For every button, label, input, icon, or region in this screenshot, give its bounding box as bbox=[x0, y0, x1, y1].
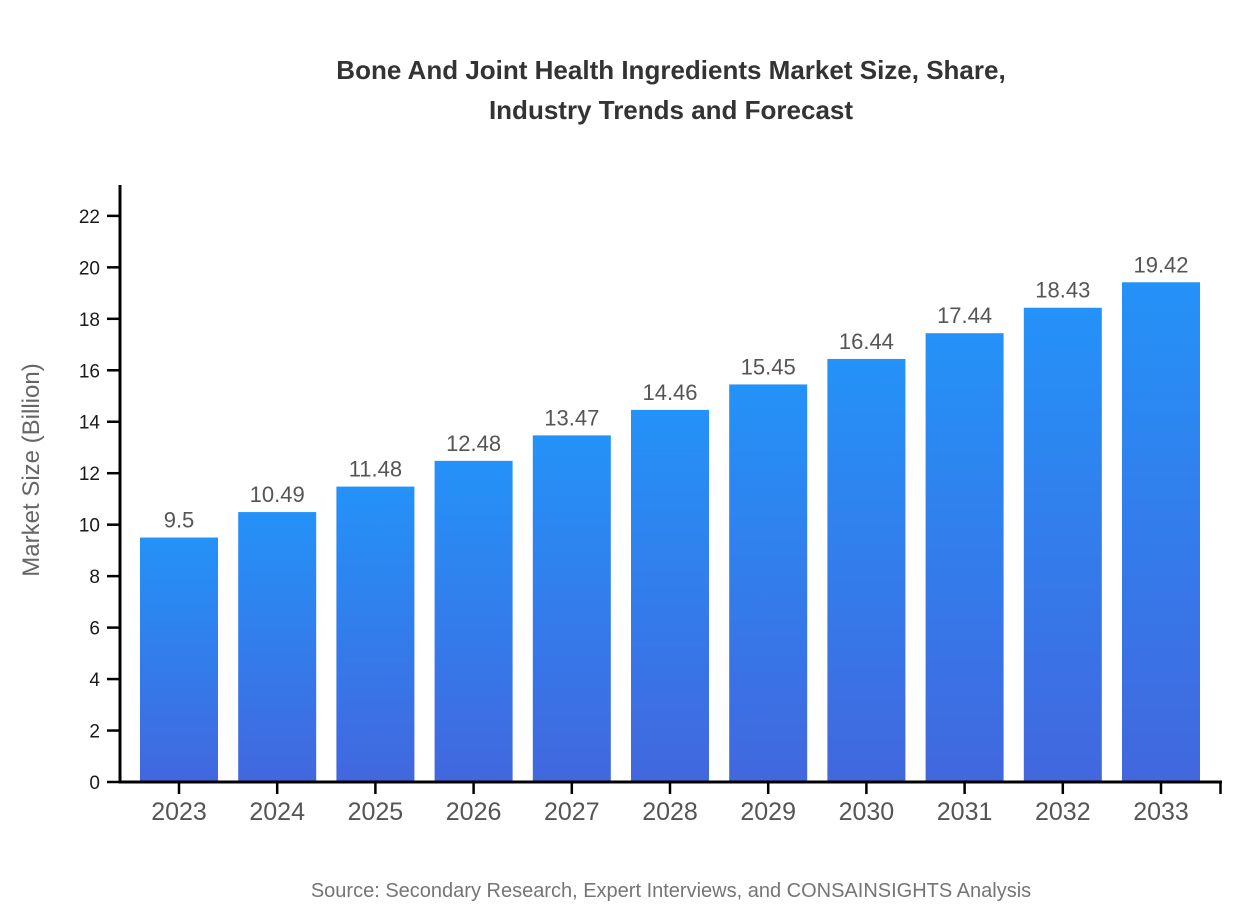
bar-2033 bbox=[1122, 282, 1200, 782]
y-tick-label: 16 bbox=[79, 361, 100, 382]
x-tick-label: 2031 bbox=[937, 798, 993, 826]
y-tick-label: 0 bbox=[89, 773, 100, 794]
bar-2028 bbox=[631, 409, 709, 782]
y-tick-label: 22 bbox=[79, 207, 100, 228]
x-tick-label: 2033 bbox=[1133, 798, 1189, 826]
bar-2027 bbox=[532, 435, 611, 782]
bar-value-label: 19.42 bbox=[1133, 252, 1188, 277]
chart-title-line-1: Bone And Joint Health Ingredients Market… bbox=[336, 55, 1006, 85]
y-tick-label: 4 bbox=[89, 670, 100, 691]
y-tick-label: 2 bbox=[89, 722, 100, 743]
bar-value-label: 16.44 bbox=[839, 329, 894, 354]
bar-value-label: 12.48 bbox=[446, 431, 501, 456]
bar-2024 bbox=[238, 512, 317, 782]
x-tick-label: 2030 bbox=[839, 798, 895, 826]
bar-value-label: 9.5 bbox=[164, 508, 195, 533]
x-tick-label: 2027 bbox=[544, 798, 600, 826]
y-axis-title: Market Size (Billion) bbox=[18, 363, 45, 577]
x-tick-label: 2024 bbox=[249, 798, 305, 826]
x-tick-label: 2025 bbox=[348, 798, 404, 826]
bar-value-label: 10.49 bbox=[250, 482, 305, 507]
bar-value-label: 13.47 bbox=[544, 405, 599, 430]
y-tick-label: 6 bbox=[89, 619, 100, 640]
y-tick-label: 8 bbox=[89, 567, 100, 588]
y-tick-label: 10 bbox=[79, 516, 100, 537]
x-tick-label: 2028 bbox=[642, 798, 698, 826]
bar-2029 bbox=[729, 384, 808, 782]
chart-title-line-2: Industry Trends and Forecast bbox=[488, 95, 854, 125]
x-tick-label: 2029 bbox=[740, 798, 796, 826]
y-tick-label: 14 bbox=[79, 413, 101, 434]
chart-title: Bone And Joint Health Ingredients Market… bbox=[120, 50, 1222, 130]
y-tick-label: 12 bbox=[79, 464, 100, 485]
bar-2026 bbox=[434, 460, 513, 782]
bar-value-label: 17.44 bbox=[937, 303, 992, 328]
bar-2023 bbox=[140, 537, 218, 782]
source-note: Source: Secondary Research, Expert Inter… bbox=[310, 880, 1032, 902]
y-tick-label: 18 bbox=[79, 310, 100, 331]
bar-2030 bbox=[827, 358, 906, 782]
bar-value-label: 18.43 bbox=[1035, 278, 1090, 303]
bar-value-label: 14.46 bbox=[642, 380, 697, 405]
bar-2032 bbox=[1023, 307, 1102, 782]
x-tick-label: 2026 bbox=[446, 798, 502, 826]
bar-value-label: 15.45 bbox=[741, 354, 796, 379]
x-tick-label: 2023 bbox=[151, 798, 207, 826]
bar-value-label: 11.48 bbox=[349, 457, 402, 482]
bar-2031 bbox=[925, 333, 1004, 782]
bar-2025 bbox=[336, 486, 415, 782]
y-tick-label: 20 bbox=[79, 258, 100, 279]
x-tick-label: 2032 bbox=[1035, 798, 1091, 826]
